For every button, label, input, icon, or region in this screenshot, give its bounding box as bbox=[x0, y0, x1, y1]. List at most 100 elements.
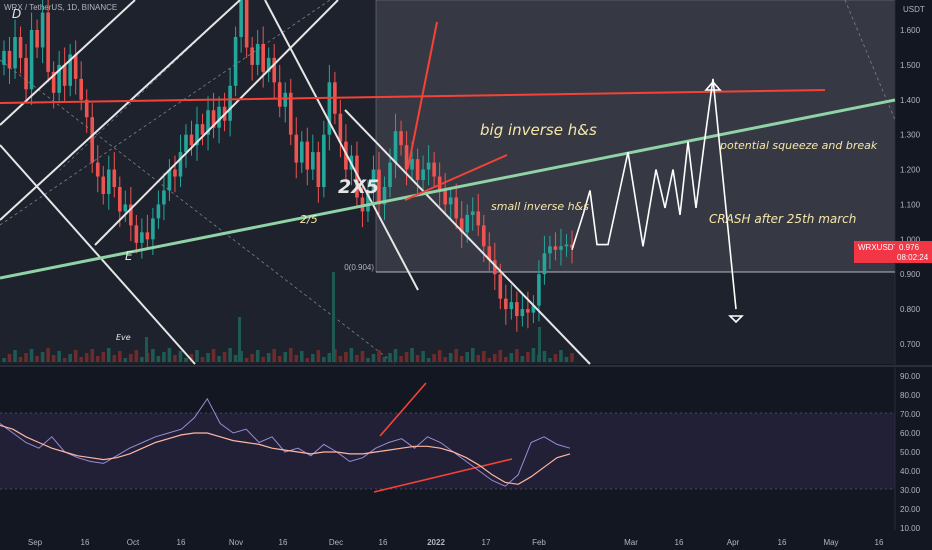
volume-bar bbox=[46, 348, 50, 362]
candle-body bbox=[277, 82, 282, 107]
candle-body bbox=[112, 169, 117, 187]
annotation-crash: CRASH after 25th march bbox=[709, 212, 856, 226]
price-tick: 1.600 bbox=[900, 26, 921, 35]
candle-body bbox=[95, 162, 100, 177]
rsi-tick: 60.00 bbox=[900, 429, 921, 438]
candle-body bbox=[377, 169, 381, 205]
volume-bar bbox=[470, 348, 475, 362]
candle-body bbox=[79, 78, 84, 100]
candle-body bbox=[564, 244, 569, 247]
channel-line-c bbox=[0, 144, 196, 365]
candle-body bbox=[200, 124, 205, 135]
candle-body bbox=[51, 71, 56, 93]
volume-bar bbox=[140, 357, 144, 362]
volume-bar bbox=[288, 348, 293, 362]
candle-body bbox=[73, 54, 78, 79]
rsi-ma-line bbox=[0, 424, 571, 485]
volume-bar bbox=[481, 351, 486, 362]
volume-bar bbox=[129, 354, 133, 362]
red-neckline bbox=[0, 89, 826, 104]
volume-bar bbox=[515, 349, 519, 362]
volume-bar bbox=[355, 355, 359, 362]
candle-body bbox=[322, 134, 326, 187]
volume-bar bbox=[123, 358, 128, 362]
candle-body bbox=[432, 162, 436, 177]
volume-bar bbox=[344, 352, 348, 362]
volume-bar bbox=[211, 349, 216, 362]
candle-body bbox=[189, 134, 194, 146]
candle-body bbox=[504, 298, 508, 310]
volume-bar bbox=[492, 354, 497, 362]
volume-bar bbox=[7, 354, 12, 362]
candle-body bbox=[206, 110, 210, 135]
rsi-tick: 70.00 bbox=[900, 410, 921, 419]
volume-bar bbox=[244, 358, 249, 362]
rsi-tick: 20.00 bbox=[900, 505, 921, 514]
price-tick: 0.800 bbox=[900, 305, 921, 314]
candle-body bbox=[537, 274, 541, 306]
price-badge-countdown: 08:02:24 bbox=[897, 253, 929, 262]
candle-body bbox=[24, 57, 28, 90]
rsi-tick: 50.00 bbox=[900, 448, 921, 457]
price-badge-ticker-bg bbox=[854, 241, 895, 263]
volume-bar bbox=[465, 352, 470, 362]
candle-body bbox=[90, 117, 95, 163]
candle-body bbox=[233, 36, 238, 86]
price-tick: 1.300 bbox=[900, 131, 921, 140]
volume-bar bbox=[178, 351, 183, 362]
volume-bar bbox=[79, 357, 84, 362]
volume-bar bbox=[162, 352, 166, 362]
annotation-big-ihs: big inverse h&s bbox=[480, 121, 597, 139]
annotation-squeeze: potential squeeze and break bbox=[719, 139, 878, 152]
candle-body bbox=[443, 190, 447, 205]
time-tick: 16 bbox=[177, 538, 186, 547]
rsi-band bbox=[0, 413, 895, 489]
volume-bar bbox=[366, 358, 370, 362]
candle-body bbox=[366, 190, 370, 212]
volume-bar bbox=[443, 357, 447, 362]
candle-body bbox=[515, 302, 519, 317]
channel-lines bbox=[0, 0, 591, 365]
candle-body bbox=[62, 64, 67, 86]
volume-bar bbox=[538, 327, 541, 362]
volume-bar bbox=[542, 351, 547, 362]
volume-bar bbox=[316, 350, 321, 362]
rsi-red-line-1 bbox=[379, 382, 427, 437]
candle-body bbox=[393, 131, 398, 163]
time-tick: 16 bbox=[81, 538, 90, 547]
dashed-right-line bbox=[844, 0, 896, 121]
time-tick: Nov bbox=[229, 538, 243, 547]
candle-body bbox=[316, 152, 321, 187]
candle-body bbox=[531, 305, 536, 313]
time-tick: 16 bbox=[875, 538, 884, 547]
volume-bar bbox=[266, 353, 271, 362]
volume-bar bbox=[156, 356, 161, 362]
candle-body bbox=[465, 214, 470, 233]
candle-body bbox=[426, 162, 431, 170]
volume-bar bbox=[13, 350, 17, 362]
candle-body bbox=[68, 54, 72, 86]
price-tick: 0.900 bbox=[900, 270, 921, 279]
candle-body bbox=[13, 36, 17, 69]
candle-body bbox=[553, 246, 558, 250]
candle-body bbox=[559, 246, 563, 250]
time-tick: Oct bbox=[127, 538, 140, 547]
arrow-up-icon bbox=[704, 80, 722, 91]
volume-bars bbox=[2, 272, 574, 362]
candle-body bbox=[548, 246, 552, 254]
price-badge-bg bbox=[895, 241, 932, 263]
volume-bar bbox=[239, 351, 243, 362]
candle-body bbox=[2, 50, 6, 65]
candle-body bbox=[421, 169, 425, 181]
volume-bar bbox=[338, 356, 343, 362]
candle-body bbox=[338, 113, 343, 142]
annotation-2of5-small: 2/5 bbox=[300, 213, 318, 226]
candle-body bbox=[481, 225, 486, 247]
candle-body bbox=[29, 30, 34, 90]
volume-bar bbox=[332, 272, 335, 362]
projection-path bbox=[571, 78, 737, 310]
candle-body bbox=[250, 47, 254, 65]
rsi-tick: 10.00 bbox=[900, 524, 921, 533]
candle-body bbox=[46, 12, 50, 72]
time-tick: May bbox=[823, 538, 838, 547]
